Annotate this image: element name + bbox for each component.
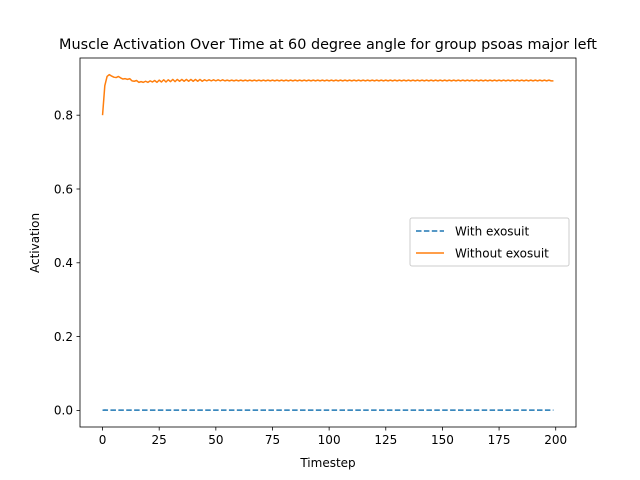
x-tick-label: 0 (99, 433, 107, 447)
plot-frame (79, 57, 577, 428)
y-tick-label: 0.2 (54, 330, 73, 344)
x-tick-label: 125 (374, 433, 397, 447)
legend-label: With exosuit (455, 224, 529, 238)
y-axis-label: Activation (28, 213, 42, 273)
x-tick-label: 150 (431, 433, 454, 447)
x-tick-label: 25 (152, 433, 167, 447)
plot-area (79, 57, 577, 428)
y-axis: 0.0 0.2 0.4 0.6 0.8 (54, 108, 80, 418)
x-axis: 0 25 50 75 100 125 150 175 200 (99, 427, 567, 447)
y-tick-label: 0.4 (54, 256, 73, 270)
x-axis-label: Timestep (299, 456, 355, 470)
y-tick-label: 0.0 (54, 404, 73, 418)
legend-label: Without exosuit (455, 246, 549, 260)
legend: With exosuit Without exosuit (409, 217, 570, 267)
legend-box (409, 217, 570, 267)
series-line-without-exosuit (101, 73, 554, 116)
x-tick-label: 200 (544, 433, 567, 447)
chart-title: Muscle Activation Over Time at 60 degree… (59, 37, 597, 53)
x-tick-label: 50 (208, 433, 223, 447)
x-tick-label: 75 (265, 433, 280, 447)
x-tick-label: 175 (488, 433, 511, 447)
y-tick-label: 0.6 (54, 182, 73, 196)
x-tick-label: 100 (318, 433, 341, 447)
y-tick-label: 0.8 (54, 108, 73, 122)
